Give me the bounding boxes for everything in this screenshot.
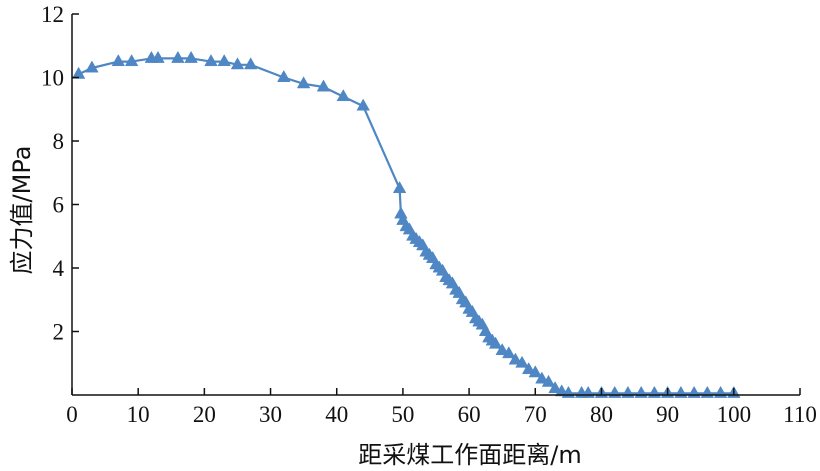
triangle-data-point (230, 57, 245, 70)
triangle-data-point (296, 76, 311, 89)
x-tick-label: 30 (259, 402, 282, 427)
triangle-data-point (647, 385, 662, 398)
axes: 0 10 20 30 40 50 60 70 80 90 100 110 2 4 6 8 10 12 (41, 2, 817, 427)
triangle-data-point (392, 181, 407, 194)
triangle-data-point (508, 352, 523, 365)
triangle-data-point (85, 60, 99, 73)
triangle-data-point (621, 385, 635, 398)
triangle-data-point (687, 385, 701, 398)
triangle-data-point (217, 54, 231, 67)
x-tick-label: 60 (458, 402, 481, 427)
triangle-data-point (515, 355, 529, 368)
triangle-data-point (535, 371, 549, 384)
x-tick-label: 90 (656, 402, 679, 427)
y-tick-label: 2 (53, 320, 65, 345)
triangle-data-point (541, 374, 556, 387)
x-tick-label: 110 (783, 402, 817, 427)
triangle-data-point (634, 385, 648, 398)
triangle-data-point (151, 50, 165, 63)
x-axis-label: 距采煤工作面距离/m (358, 441, 581, 469)
x-tick-label: 0 (66, 402, 78, 427)
triangle-data-point (495, 343, 509, 356)
y-tick-label: 8 (53, 129, 65, 154)
triangle-data-point (336, 89, 351, 102)
y-tick-label: 4 (53, 256, 65, 281)
plot-area (71, 50, 741, 398)
triangle-data-point (316, 79, 331, 92)
triangle-data-point (171, 50, 185, 63)
x-tick-label: 20 (193, 402, 216, 427)
triangle-data-point (356, 98, 370, 111)
x-tick-label: 50 (391, 402, 414, 427)
x-tick-label: 70 (524, 402, 547, 427)
triangle-data-point (124, 54, 139, 67)
triangle-data-point (277, 69, 291, 82)
triangle-data-point (674, 385, 688, 398)
triangle-data-point (700, 385, 715, 398)
triangle-data-point (184, 50, 198, 63)
x-tick-label: 80 (590, 402, 613, 427)
triangle-data-point (204, 54, 218, 67)
triangle-data-point (548, 381, 562, 394)
triangle-data-point (713, 385, 728, 398)
x-tick-label: 100 (717, 402, 752, 427)
y-tick-label: 10 (41, 66, 64, 91)
triangle-data-point (521, 362, 536, 375)
triangle-data-point (243, 57, 258, 70)
triangle-data-point (528, 365, 543, 378)
x-tick-label: 10 (127, 402, 150, 427)
triangle-data-point (71, 66, 86, 79)
x-tick-label: 40 (325, 402, 348, 427)
triangle-data-point (502, 346, 516, 359)
triangle-data-point (607, 385, 622, 398)
triangle-data-point (111, 54, 126, 67)
y-tick-label: 12 (41, 2, 64, 27)
triangle-data-point (488, 336, 503, 349)
y-axis-label: 应力值/MPa (8, 146, 36, 275)
y-tick-label: 6 (53, 193, 65, 218)
